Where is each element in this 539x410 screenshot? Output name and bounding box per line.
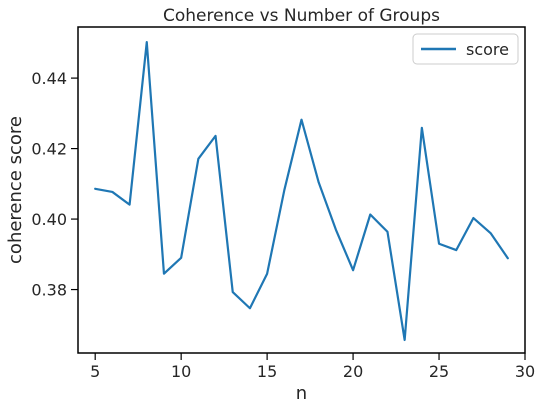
x-tick-label: 5	[90, 362, 100, 381]
series-line-score	[94, 41, 509, 342]
x-tick-label: 25	[429, 362, 449, 381]
legend-box	[412, 33, 519, 65]
x-tick-label: 30	[515, 362, 535, 381]
y-tick-label: 0.42	[31, 140, 67, 159]
y-tick-label: 0.38	[31, 281, 67, 300]
x-tick-label: 20	[343, 362, 363, 381]
plot-frame	[77, 26, 526, 354]
y-axis-ticks: 0.38 0.40 0.42 0.44	[31, 69, 78, 300]
x-axis-title: n	[296, 383, 307, 404]
chart-title: Coherence vs Number of Groups	[163, 6, 440, 26]
legend-label-score: score	[466, 40, 509, 59]
series-layer	[94, 41, 509, 342]
y-tick-label: 0.44	[31, 69, 67, 88]
y-axis-title: coherence score	[5, 116, 26, 264]
x-tick-label: 10	[171, 362, 191, 381]
x-tick-label: 15	[257, 362, 277, 381]
legend: score	[412, 33, 519, 65]
y-tick-label: 0.40	[31, 210, 67, 229]
x-axis-ticks: 5 10 15 20 25 30	[90, 353, 535, 381]
